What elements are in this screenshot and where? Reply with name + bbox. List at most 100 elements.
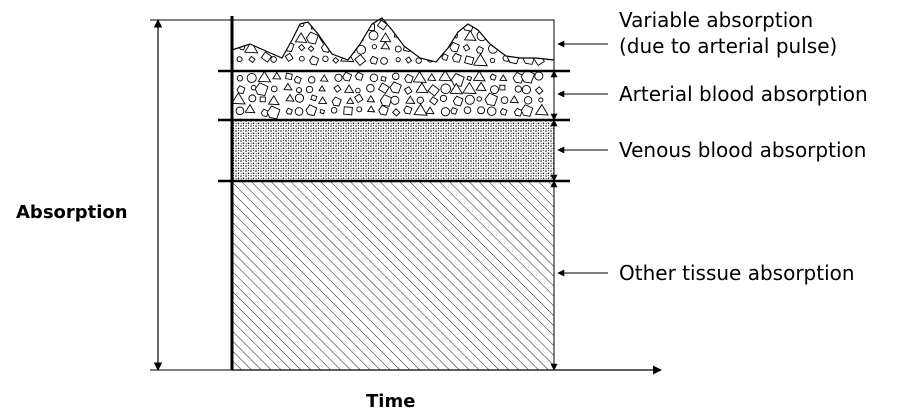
particle (477, 106, 486, 115)
particle (511, 22, 518, 28)
particle (269, 42, 281, 54)
tissue-band (232, 181, 554, 370)
particle (354, 53, 367, 67)
particle (307, 76, 316, 84)
particle (489, 24, 498, 32)
particle (472, 70, 486, 82)
particle (412, 44, 423, 53)
particle (427, 72, 437, 82)
particle (380, 41, 391, 50)
particle (452, 95, 464, 107)
particle (461, 18, 475, 32)
venous-band (232, 120, 554, 181)
particle (463, 106, 472, 114)
particle (462, 81, 477, 95)
particle (247, 18, 258, 29)
particle (234, 31, 243, 40)
particle (392, 23, 402, 33)
particle (305, 85, 314, 94)
particle (379, 94, 393, 107)
particle (430, 24, 438, 32)
particle (343, 106, 353, 116)
particle (450, 72, 465, 87)
particle (490, 85, 499, 95)
particle (329, 20, 338, 29)
particle (428, 31, 440, 42)
particle (403, 105, 413, 115)
particle (394, 45, 402, 53)
particle (356, 106, 363, 113)
particle (309, 55, 320, 66)
particle (526, 34, 533, 42)
x-axis-label: Time (366, 391, 416, 412)
particle (511, 41, 522, 52)
particle (399, 19, 414, 32)
particle (236, 75, 244, 82)
particle (366, 105, 376, 113)
particle (489, 73, 497, 81)
particle (270, 85, 278, 93)
particle (499, 74, 508, 82)
particle (534, 86, 544, 95)
y-axis-label: Absorption (16, 202, 128, 223)
particle (371, 44, 377, 50)
particle (451, 52, 462, 63)
particle (267, 94, 280, 106)
particle (297, 43, 306, 52)
particle (427, 84, 440, 97)
particle (319, 74, 329, 82)
arterial-particles (231, 69, 549, 120)
particle (440, 44, 446, 50)
particle (334, 73, 343, 82)
particle (450, 106, 458, 115)
particle (260, 51, 273, 63)
particle (439, 94, 448, 102)
particle (497, 32, 507, 42)
particle (429, 96, 439, 106)
particle (319, 108, 325, 115)
particle (499, 84, 506, 91)
particle (533, 54, 545, 67)
particle (500, 21, 508, 30)
particle (354, 71, 364, 81)
particle (353, 93, 364, 104)
particle (440, 83, 451, 95)
particle (284, 72, 293, 81)
particle (415, 22, 423, 29)
particle (272, 71, 282, 80)
particle (441, 53, 449, 61)
particle (285, 107, 293, 115)
particle (318, 21, 327, 29)
particle (521, 85, 532, 95)
particle (369, 73, 379, 83)
particle (405, 95, 416, 104)
particle (404, 56, 413, 64)
particle (403, 86, 413, 95)
particle (415, 29, 427, 40)
particle (332, 56, 340, 64)
particle (521, 19, 532, 29)
particle (346, 96, 355, 105)
particle (259, 23, 265, 29)
particle (500, 96, 509, 105)
particle (231, 91, 246, 105)
particle (299, 55, 305, 62)
label-venous: Venous blood absorption (619, 138, 867, 162)
particle (520, 104, 534, 117)
particle (404, 73, 414, 84)
particle (254, 82, 269, 97)
particle (322, 55, 329, 63)
particle (342, 71, 353, 82)
particle (376, 19, 388, 31)
particle (272, 31, 281, 39)
particle (259, 96, 266, 103)
particle (476, 96, 482, 102)
particle (242, 30, 258, 45)
particle (293, 75, 302, 84)
particle (369, 55, 379, 65)
particle (464, 55, 475, 66)
particle (342, 21, 351, 30)
particle (436, 20, 450, 34)
particle (244, 103, 256, 114)
